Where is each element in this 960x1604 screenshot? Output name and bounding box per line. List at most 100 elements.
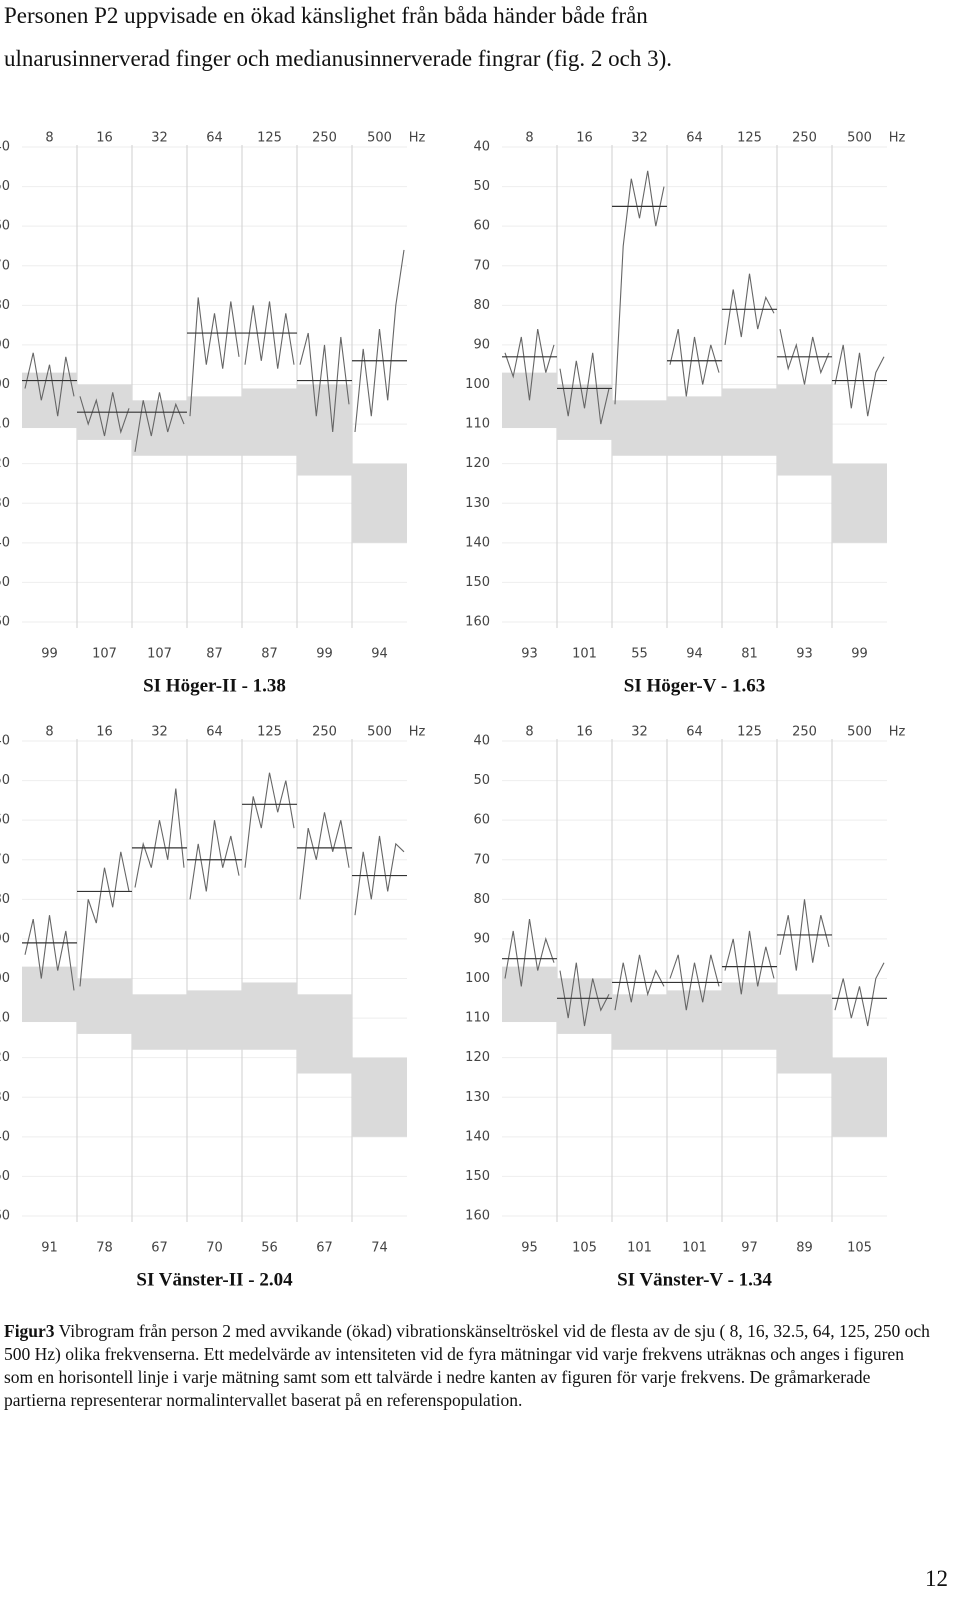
frequency-label: 16 — [96, 725, 113, 740]
y-tick-label: 160 — [465, 1209, 490, 1224]
y-tick-label: 100 — [0, 971, 10, 986]
mean-value: 95 — [521, 1241, 538, 1256]
frequency-label: 125 — [737, 131, 762, 146]
y-tick-label: 120 — [465, 456, 490, 471]
frequency-label: 32 — [631, 725, 648, 740]
frequency-label: 64 — [686, 725, 703, 740]
y-tick-label: 130 — [0, 1090, 10, 1105]
trace — [669, 954, 720, 1011]
y-tick-label: 90 — [473, 337, 490, 352]
y-tick-label: 150 — [0, 1169, 10, 1184]
normal-range — [667, 396, 722, 456]
frequency-label: 125 — [257, 725, 282, 740]
trace — [354, 249, 405, 433]
normal-range — [777, 994, 832, 1074]
y-tick-label: 160 — [465, 615, 490, 630]
normal-range — [187, 396, 242, 456]
mean-value: 93 — [796, 647, 813, 662]
normal-range — [352, 1057, 407, 1137]
trace — [779, 899, 830, 971]
frequency-label: 500 — [367, 725, 392, 740]
normal-range — [612, 994, 667, 1050]
trace — [614, 170, 665, 405]
panel-title: SI Höger-V - 1.63 — [624, 675, 765, 696]
trace — [614, 954, 665, 1011]
y-tick-label: 80 — [473, 298, 490, 313]
trace — [354, 835, 405, 916]
y-tick-label: 140 — [465, 1129, 490, 1144]
mean-value: 94 — [686, 647, 703, 662]
normal-range — [132, 400, 187, 456]
trace — [189, 820, 240, 900]
trace — [779, 328, 830, 385]
vibrograms: 40 50 60 70 80 90 100 110 120 130 140 150 160 99 107 10… — [0, 131, 906, 1291]
mean-value: 93 — [521, 647, 538, 662]
mean-value: 105 — [847, 1241, 872, 1256]
trace — [299, 332, 350, 433]
frequency-label: 500 — [847, 131, 872, 146]
caption-text: Vibrogram från person 2 med avvikande (ö… — [4, 1321, 930, 1410]
mean-value: 99 — [316, 647, 333, 662]
y-tick-label: 140 — [0, 535, 10, 550]
mean-value: 94 — [371, 647, 388, 662]
mean-value: 87 — [206, 647, 223, 662]
y-tick-label: 150 — [0, 575, 10, 590]
trace — [669, 328, 720, 397]
trace — [724, 273, 775, 345]
y-tick-label: 120 — [465, 1050, 490, 1065]
trace — [244, 772, 295, 868]
y-tick-label: 70 — [0, 258, 10, 273]
trace — [79, 851, 130, 987]
y-tick-label: 50 — [0, 773, 10, 788]
trace — [834, 962, 885, 1027]
y-tick-label: 120 — [0, 456, 10, 471]
frequency-unit: Hz — [409, 725, 426, 740]
y-tick-label: 110 — [465, 1011, 490, 1026]
mean-value: 107 — [92, 647, 117, 662]
panel-title: SI Vänster-V - 1.34 — [617, 1269, 772, 1290]
page-number: 12 — [925, 1566, 948, 1591]
y-tick-label: 140 — [465, 535, 490, 550]
frequency-label: 500 — [367, 131, 392, 146]
panel-title: SI Vänster-II - 2.04 — [136, 1269, 293, 1290]
normal-range — [297, 994, 352, 1074]
frequency-label: 32 — [151, 725, 168, 740]
trace — [24, 352, 75, 417]
mean-value: 87 — [261, 647, 278, 662]
y-tick-label: 40 — [0, 140, 10, 155]
trace — [724, 930, 775, 995]
frequency-unit: Hz — [889, 131, 906, 146]
normal-range — [722, 388, 777, 456]
y-tick-label: 40 — [0, 734, 10, 749]
y-tick-label: 50 — [0, 179, 10, 194]
frequency-label: 250 — [792, 131, 817, 146]
frequency-label: 250 — [312, 725, 337, 740]
y-tick-label: 90 — [0, 337, 10, 352]
y-tick-label: 60 — [0, 813, 10, 828]
y-tick-label: 60 — [473, 813, 490, 828]
normal-range — [557, 384, 612, 440]
header-line: Personen P2 uppvisade en ökad känslighet… — [4, 3, 648, 28]
frequency-label: 125 — [257, 131, 282, 146]
y-tick-label: 90 — [473, 931, 490, 946]
header-line: ulnarusinnerverad finger och medianusinn… — [4, 46, 673, 71]
mean-value: 97 — [741, 1241, 758, 1256]
y-tick-label: 70 — [0, 852, 10, 867]
frequency-label: 64 — [206, 131, 223, 146]
normal-range — [502, 966, 557, 1023]
y-tick-label: 40 — [473, 140, 490, 155]
normal-range — [187, 990, 242, 1050]
mean-value: 107 — [147, 647, 172, 662]
mean-value: 101 — [572, 647, 597, 662]
y-tick-label: 90 — [0, 931, 10, 946]
trace — [559, 352, 610, 425]
normal-range — [77, 978, 132, 1034]
y-tick-label: 130 — [465, 1090, 490, 1105]
mean-value: 99 — [851, 647, 868, 662]
mean-value: 101 — [627, 1241, 652, 1256]
frequency-label: 8 — [525, 131, 533, 146]
normal-range — [242, 982, 297, 1050]
y-tick-label: 120 — [0, 1050, 10, 1065]
mean-value: 105 — [572, 1241, 597, 1256]
trace — [504, 919, 555, 987]
